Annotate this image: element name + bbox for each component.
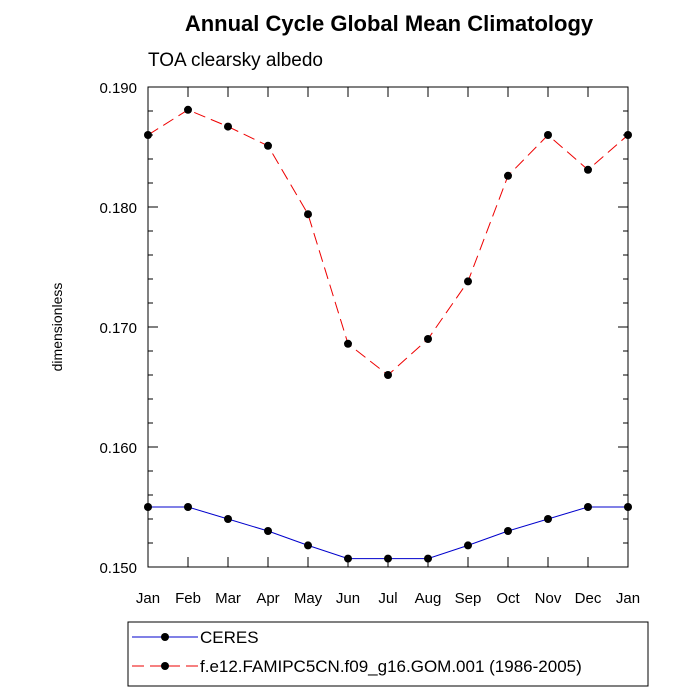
data-point-series-1 xyxy=(184,105,192,114)
data-point-series-0 xyxy=(184,503,192,511)
y-axis-label: dimensionless xyxy=(49,283,65,372)
y-tick-label: 0.170 xyxy=(99,320,137,337)
data-point-series-0 xyxy=(264,527,272,535)
y-tick-label: 0.150 xyxy=(99,560,137,577)
legend-marker-model xyxy=(161,662,169,670)
series-line-0 xyxy=(148,506,628,560)
legend-box xyxy=(127,621,649,687)
legend-marker-ceres xyxy=(161,633,169,641)
data-point-series-1 xyxy=(304,210,312,219)
legend-label-model: f.e12.FAMIPC5CN.f09_g16.GOM.001 (1986-20… xyxy=(200,657,582,676)
data-point-series-1 xyxy=(464,277,472,286)
data-point-series-0 xyxy=(504,527,512,535)
data-point-series-0 xyxy=(464,541,472,550)
data-point-series-1 xyxy=(224,122,232,131)
x-tick-label: Aug xyxy=(415,590,442,607)
x-tick-label: Dec xyxy=(575,590,602,607)
x-tick-label: Jul xyxy=(378,590,397,607)
series-layer xyxy=(144,105,632,563)
data-point-series-0 xyxy=(624,503,632,511)
x-tick-label: Apr xyxy=(256,590,279,607)
data-point-series-0 xyxy=(424,554,432,563)
legend: CERES f.e12.FAMIPC5CN.f09_g16.GOM.001 (1… xyxy=(127,621,649,687)
y-tick-label: 0.180 xyxy=(99,200,137,217)
x-tick-label: Sep xyxy=(455,590,482,607)
data-point-series-0 xyxy=(304,541,312,550)
data-point-series-0 xyxy=(584,503,592,511)
plot-frame xyxy=(147,86,629,568)
x-tick-label: Jun xyxy=(336,590,360,607)
data-point-series-0 xyxy=(144,503,152,511)
y-tick-label: 0.190 xyxy=(99,80,137,97)
data-point-series-1 xyxy=(424,335,432,343)
data-point-series-1 xyxy=(544,131,552,139)
data-point-series-0 xyxy=(224,515,232,523)
x-tick-label: Nov xyxy=(535,590,562,607)
data-point-series-1 xyxy=(384,371,392,379)
data-point-series-1 xyxy=(144,131,152,139)
data-point-series-1 xyxy=(264,141,272,150)
x-tick-label: Feb xyxy=(175,590,201,607)
legend-entry-ceres: CERES xyxy=(132,628,259,647)
data-point-series-0 xyxy=(544,515,552,523)
data-point-series-1 xyxy=(584,165,592,174)
y-tick-label: 0.160 xyxy=(99,440,137,457)
legend-entry-model: f.e12.FAMIPC5CN.f09_g16.GOM.001 (1986-20… xyxy=(132,657,582,676)
data-point-series-1 xyxy=(624,131,632,139)
data-point-series-0 xyxy=(344,554,352,563)
legend-label-ceres: CERES xyxy=(200,628,259,647)
x-tick-label: Oct xyxy=(496,590,520,607)
series-line-1 xyxy=(147,109,629,376)
x-tick-label: Jan xyxy=(616,590,640,607)
data-point-series-1 xyxy=(504,171,512,180)
x-tick-label: Jan xyxy=(136,590,160,607)
axes: Jan Feb Mar Apr May Jun Jul Aug Sep Oct Nov Dec Jan 0… xyxy=(99,80,640,607)
chart-title: Annual Cycle Global Mean Climatology xyxy=(185,11,594,36)
x-tick-label: Mar xyxy=(215,590,241,607)
data-point-series-0 xyxy=(384,554,392,563)
x-tick-label: May xyxy=(294,590,323,607)
chart-subtitle: TOA clearsky albedo xyxy=(148,50,323,71)
data-point-series-1 xyxy=(344,339,352,348)
